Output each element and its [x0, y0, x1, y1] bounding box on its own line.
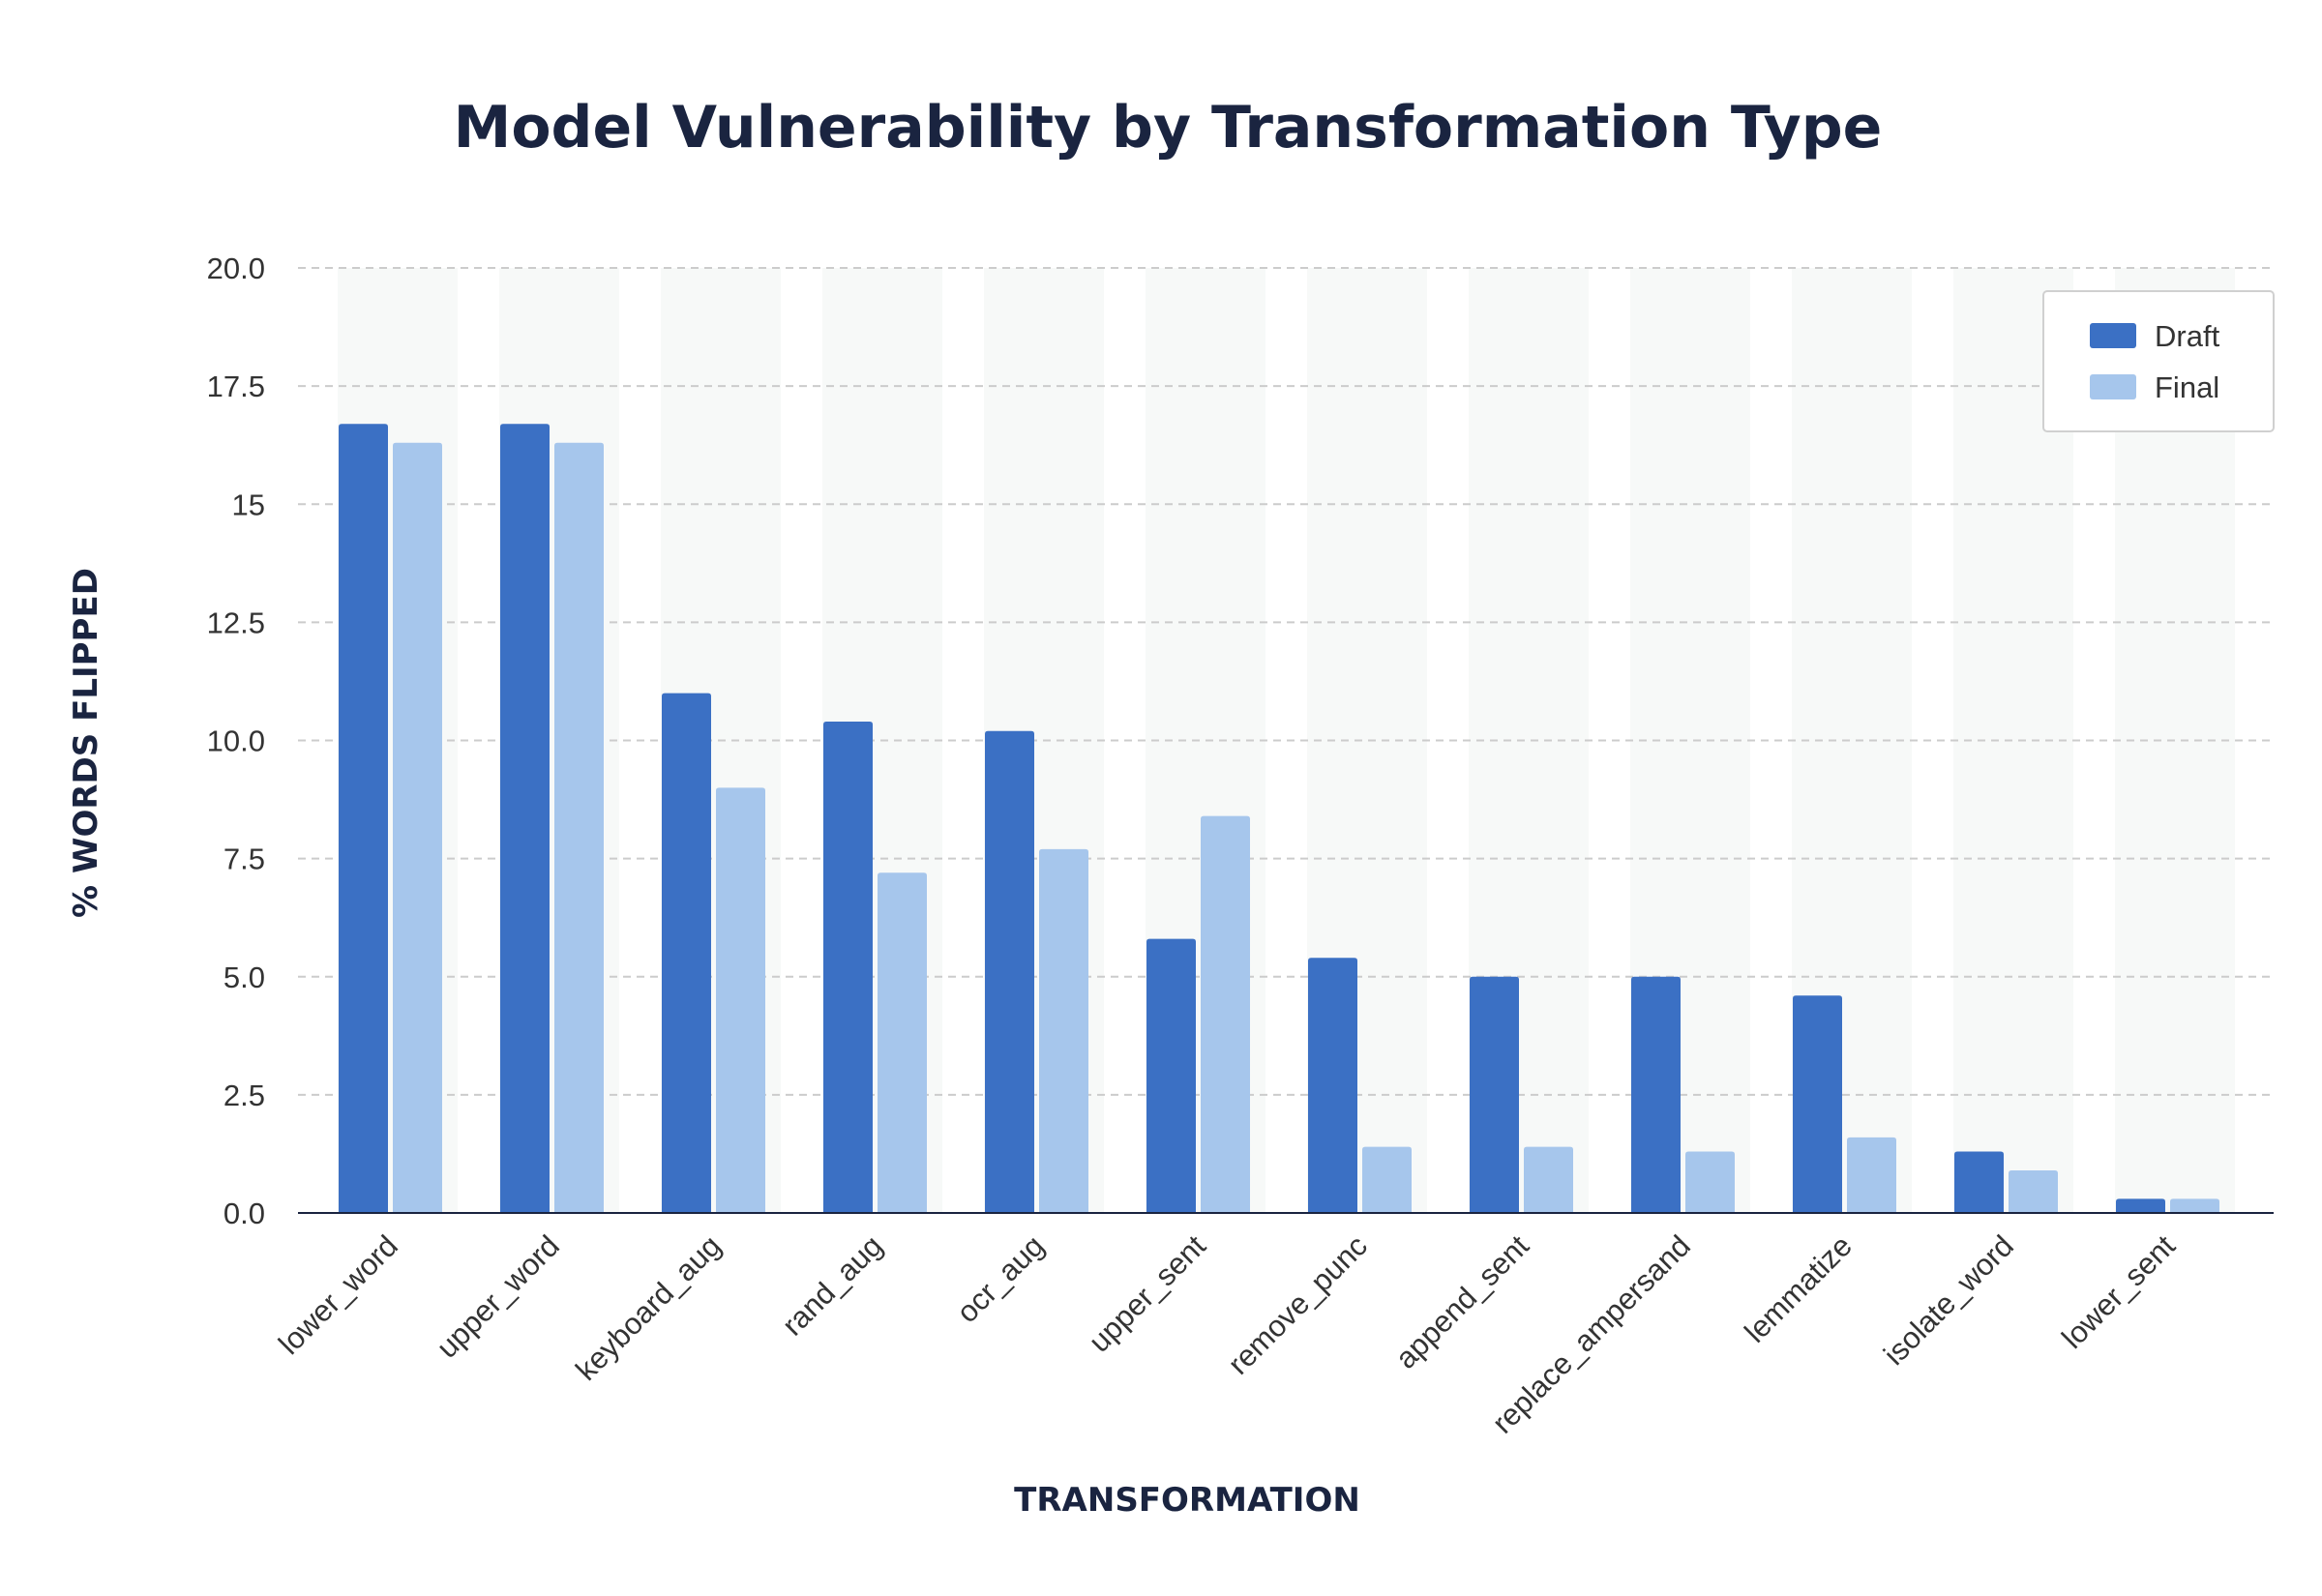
legend-box — [2042, 290, 2275, 432]
x-tick-label: remove_punc — [1221, 1228, 1374, 1381]
legend-swatch-draft — [2090, 323, 2136, 348]
legend-label-final: Final — [2155, 370, 2219, 404]
bar-draft-rand-aug — [823, 721, 873, 1213]
bar-final-remove-punc — [1362, 1146, 1412, 1213]
bar-draft-lemmatize — [1793, 995, 1842, 1213]
y-tick-label: 17.5 — [207, 369, 265, 403]
gridlines — [298, 267, 2274, 1096]
y-tick-label: 5.0 — [223, 961, 265, 994]
y-axis-title: % WORDS FLIPPED — [67, 568, 105, 918]
x-tick-label: append_sent — [1388, 1228, 1535, 1375]
y-tick-label: 20.0 — [207, 251, 265, 285]
bar-final-lower-word — [393, 442, 442, 1213]
bar-final-lemmatize — [1847, 1137, 1896, 1213]
bar-draft-replace-ampersand — [1631, 976, 1681, 1213]
bars — [339, 424, 2219, 1214]
y-tick-label: 10.0 — [207, 724, 265, 758]
bar-final-lower-sent — [2170, 1198, 2219, 1213]
x-tick-label: isolate_word — [1877, 1228, 2020, 1372]
bar-draft-upper-word — [500, 424, 550, 1214]
bar-draft-isolate-word — [1954, 1151, 2004, 1213]
bar-draft-lower-word — [339, 424, 388, 1214]
x-tick-label: lower_sent — [2055, 1228, 2182, 1355]
chart-title: Model Vulnerability by Transformation Ty… — [454, 94, 1883, 162]
bar-final-append-sent — [1524, 1146, 1573, 1213]
y-tick-label: 15 — [232, 488, 265, 521]
bar-draft-keyboard-aug — [662, 693, 711, 1213]
x-tick-label: upper_word — [430, 1228, 566, 1365]
bar-draft-upper-sent — [1146, 938, 1196, 1213]
x-tick-label: ocr_aug — [950, 1228, 1051, 1329]
category-bands — [338, 268, 2235, 1213]
y-tick-label: 12.5 — [207, 606, 265, 639]
x-tick-label: upper_sent — [1083, 1228, 1213, 1359]
bar-final-isolate-word — [2009, 1170, 2058, 1213]
x-tick-label: lemmatize — [1738, 1228, 1859, 1349]
bar-draft-lower-sent — [2116, 1198, 2165, 1213]
y-tick-label: 0.0 — [223, 1197, 265, 1230]
bar-final-upper-word — [554, 442, 604, 1213]
legend-label-draft: Draft — [2155, 319, 2220, 353]
bar-draft-append-sent — [1470, 976, 1519, 1213]
bar-final-upper-sent — [1201, 815, 1250, 1213]
x-tick-label: rand_aug — [776, 1228, 889, 1342]
bar-final-keyboard-aug — [716, 787, 765, 1213]
x-axis-title: TRANSFORMATION — [1014, 1481, 1360, 1520]
bar-draft-remove-punc — [1308, 958, 1357, 1213]
y-tick-label: 7.5 — [223, 842, 265, 876]
y-tick-label: 2.5 — [223, 1079, 265, 1112]
bar-final-rand-aug — [878, 872, 927, 1213]
legend: Draft Final — [2042, 290, 2275, 432]
bar-final-ocr-aug — [1039, 848, 1088, 1213]
x-tick-label: lower_word — [272, 1228, 404, 1361]
bar-final-replace-ampersand — [1685, 1151, 1735, 1213]
x-tick-label: keyboard_aug — [569, 1228, 728, 1387]
legend-swatch-final — [2090, 374, 2136, 399]
bar-draft-ocr-aug — [985, 730, 1034, 1213]
